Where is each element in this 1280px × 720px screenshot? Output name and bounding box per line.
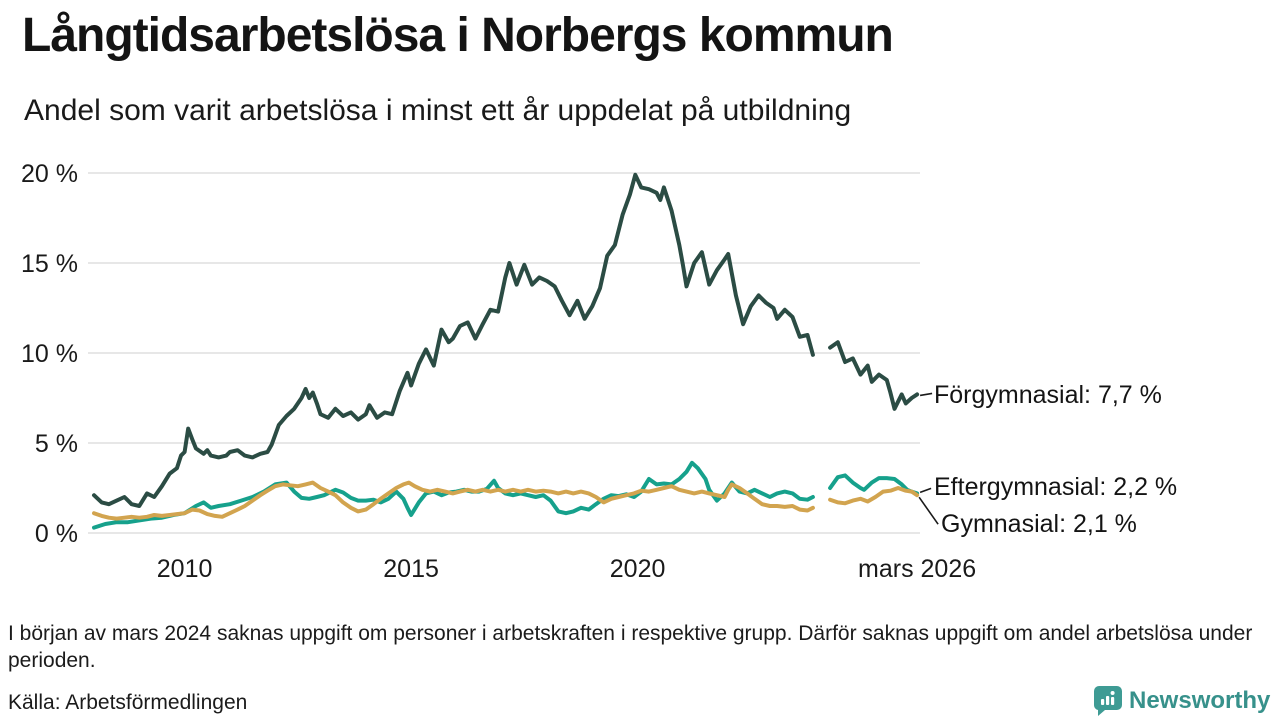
- label-leader-line: [918, 496, 939, 525]
- series-line-gymnasial: [92, 480, 815, 521]
- x-axis-tick-label: 2010: [157, 555, 213, 583]
- chart-subtitle: Andel som varit arbetslösa i minst ett å…: [24, 94, 852, 127]
- series-line-förgymnasial: [828, 340, 920, 411]
- x-axis-tick-label: 2015: [383, 555, 439, 583]
- source-caption: Källa: Arbetsförmedlingen: [8, 691, 248, 714]
- x-axis-tick-label: 2020: [610, 555, 666, 583]
- series-end-label-forgymnasial: Förgymnasial: 7,7 %: [934, 381, 1162, 409]
- y-axis-tick-label: 10 %: [21, 340, 78, 368]
- x-axis-tick-label: mars 2026: [858, 555, 976, 583]
- series-line-förgymnasial: [92, 172, 815, 508]
- series-end-label-eftergymnasial: Eftergymnasial: 2,2 %: [934, 473, 1178, 501]
- y-axis-tick-label: 20 %: [21, 160, 78, 188]
- y-axis-tick-label: 0 %: [35, 520, 78, 548]
- label-leader-line: [919, 487, 932, 494]
- unemployment-line-chart: 0 % 5 % 10 % 15 % 20 % 2010 2015 2020 mars 2026: [21, 160, 976, 583]
- y-axis-tick-label: 15 %: [21, 250, 78, 278]
- newsworthy-brand-name: Newsworthy: [1129, 687, 1271, 714]
- series-end-label-gymnasial: Gymnasial: 2,1 %: [941, 510, 1137, 538]
- y-axis-tick-label: 5 %: [35, 430, 78, 458]
- newsworthy-brand: Newsworthy: [1093, 686, 1271, 716]
- label-leader-line: [919, 392, 933, 397]
- newsworthy-logo-icon: [1093, 686, 1122, 716]
- page-title: Långtidsarbetslösa i Norbergs kommun: [22, 9, 894, 62]
- series-line-gymnasial: [828, 486, 920, 506]
- chart-footnote: I början av mars 2024 saknas uppgift om …: [8, 622, 1253, 672]
